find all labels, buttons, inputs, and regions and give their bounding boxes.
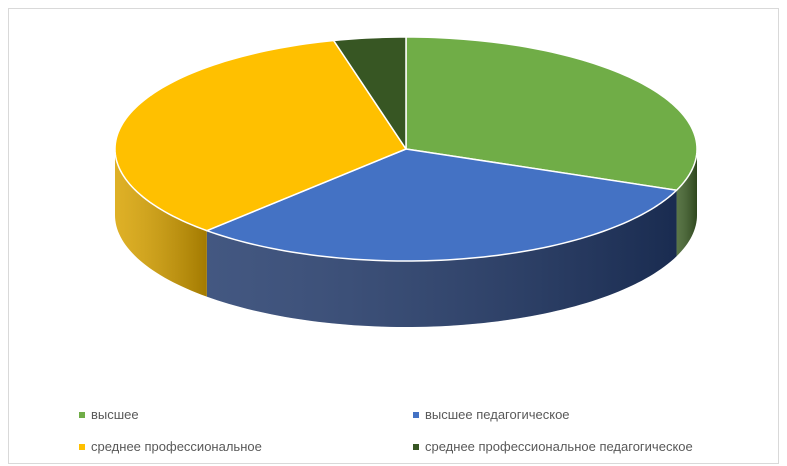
pie-slice-0 (405, 36, 698, 191)
pie-slice-side-shade-1 (206, 190, 677, 327)
legend-swatch (79, 411, 85, 418)
pie-slice-side-shade-0 (676, 149, 697, 257)
pie-slice-3 (332, 36, 407, 150)
legend-label: среднее профессиональное (91, 439, 262, 454)
legend-item-srednee-professionalnoe: среднее профессиональное (79, 439, 262, 454)
legend-swatch (79, 443, 85, 450)
legend-label: высшее педагогическое (425, 407, 570, 422)
pie-chart (114, 36, 698, 327)
pie-slice-side-shade-2 (115, 149, 207, 297)
legend-swatch (413, 411, 419, 418)
pie-slice-2 (114, 39, 407, 232)
legend-item-srednee-professionalnoe-pedagogicheskoe: среднее профессиональное педагогическое (413, 439, 693, 454)
pie-slice-1 (206, 148, 678, 262)
legend-label: высшее (91, 407, 139, 422)
legend-swatch (413, 443, 419, 450)
chart-area: высшее высшее педагогическое среднее про… (8, 8, 779, 464)
legend-item-vysshee: высшее (79, 407, 139, 422)
legend-label: среднее профессиональное педагогическое (425, 439, 693, 454)
legend-item-vysshee-pedagogicheskoe: высшее педагогическое (413, 407, 570, 422)
